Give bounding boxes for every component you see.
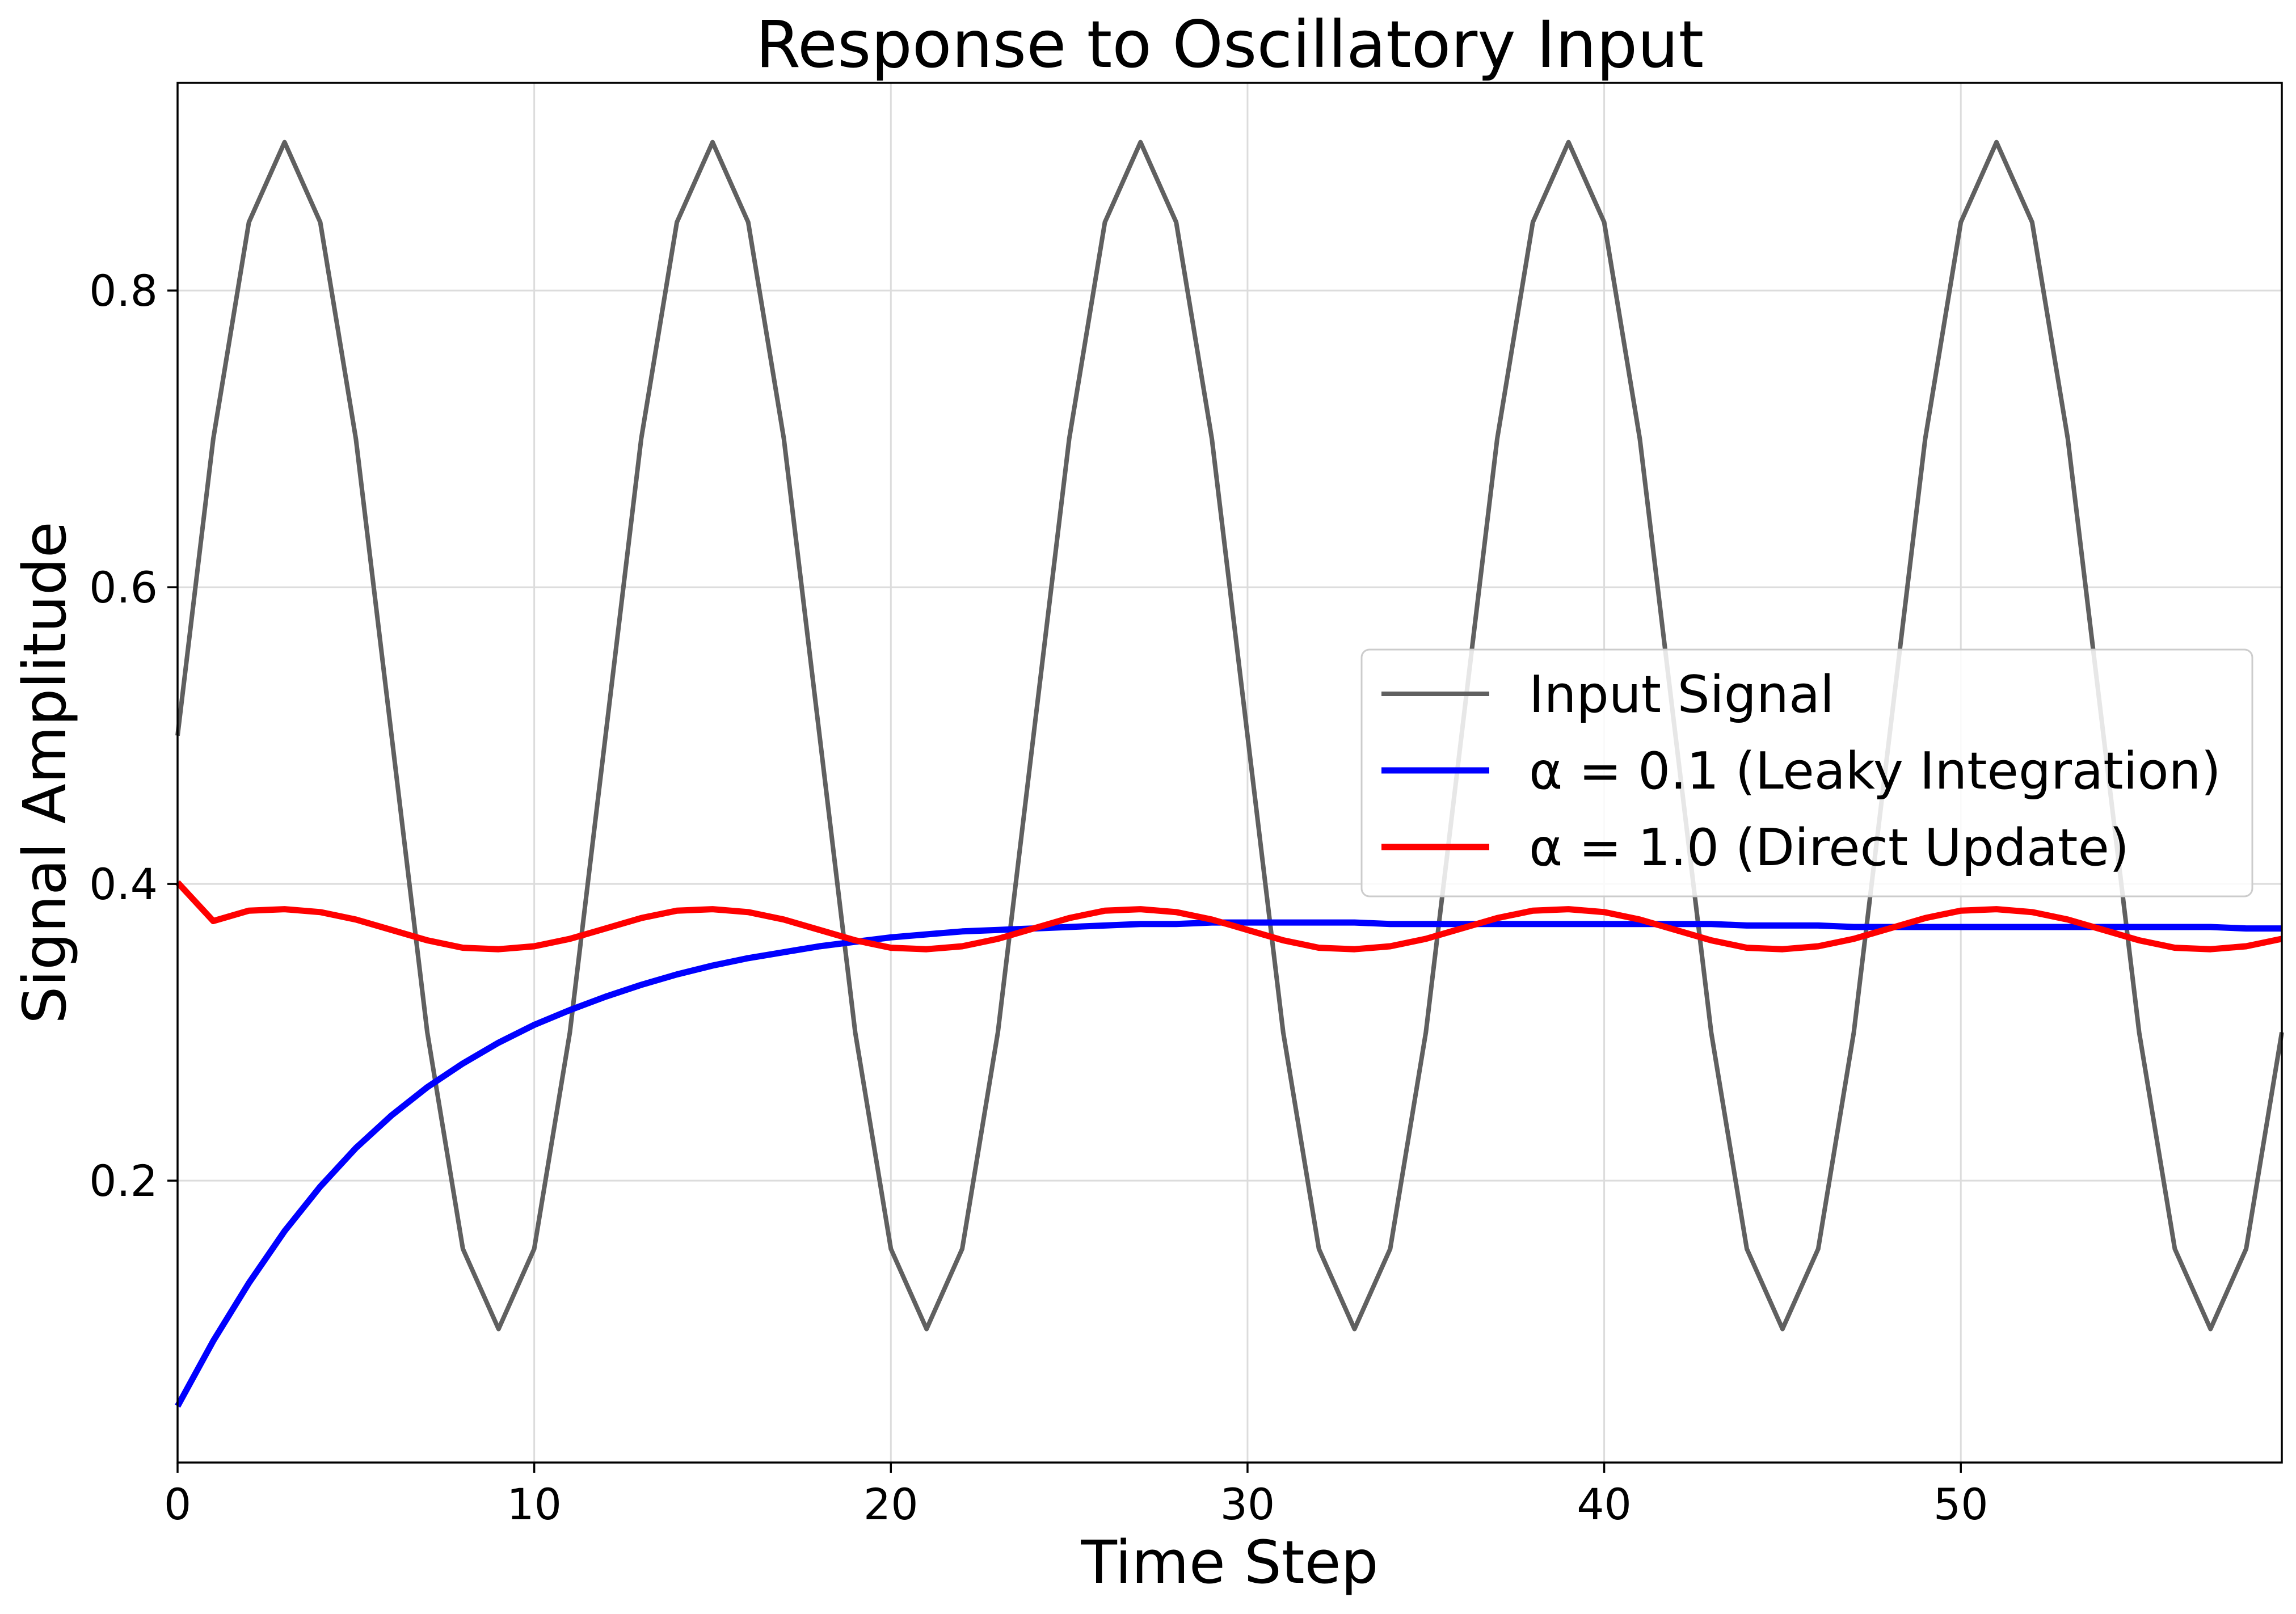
x-tick-label: 30 <box>1220 1479 1275 1529</box>
series-line-1 <box>175 140 2284 1331</box>
y-tick-label: 0.4 <box>89 859 158 909</box>
ticks: 0 10 20 30 40 50 0.2 0.4 0.6 0.8 <box>89 266 1988 1529</box>
legend-label-1: Input Signal <box>1529 665 1834 724</box>
series-line-3 <box>175 880 2283 953</box>
chart-title: Response to Oscillatory Input <box>756 7 1704 82</box>
y-tick-label: 0.2 <box>89 1156 158 1206</box>
y-tick-label: 0.6 <box>89 562 158 613</box>
x-tick-label: 10 <box>507 1479 562 1529</box>
x-tick-label: 20 <box>863 1479 919 1529</box>
legend-label-2: α = 0.1 (Leaky Integration) <box>1529 741 2221 801</box>
legend-label-3: α = 1.0 (Direct Update) <box>1529 818 2129 878</box>
series-group <box>175 140 2284 1408</box>
x-axis-label: Time Step <box>1080 1528 1378 1597</box>
legend-box <box>1360 648 2253 897</box>
x-tick-label: 50 <box>1933 1479 1989 1529</box>
legend: Input Signal α = 0.1 (Leaky Integration) α… <box>1360 648 2253 897</box>
y-axis-label: Signal Amplitude <box>10 521 79 1023</box>
y-tick-label: 0.8 <box>89 266 158 316</box>
plot-frame <box>176 82 2283 1464</box>
x-tick-label: 40 <box>1577 1479 1632 1529</box>
x-tick-label: 0 <box>164 1479 191 1529</box>
